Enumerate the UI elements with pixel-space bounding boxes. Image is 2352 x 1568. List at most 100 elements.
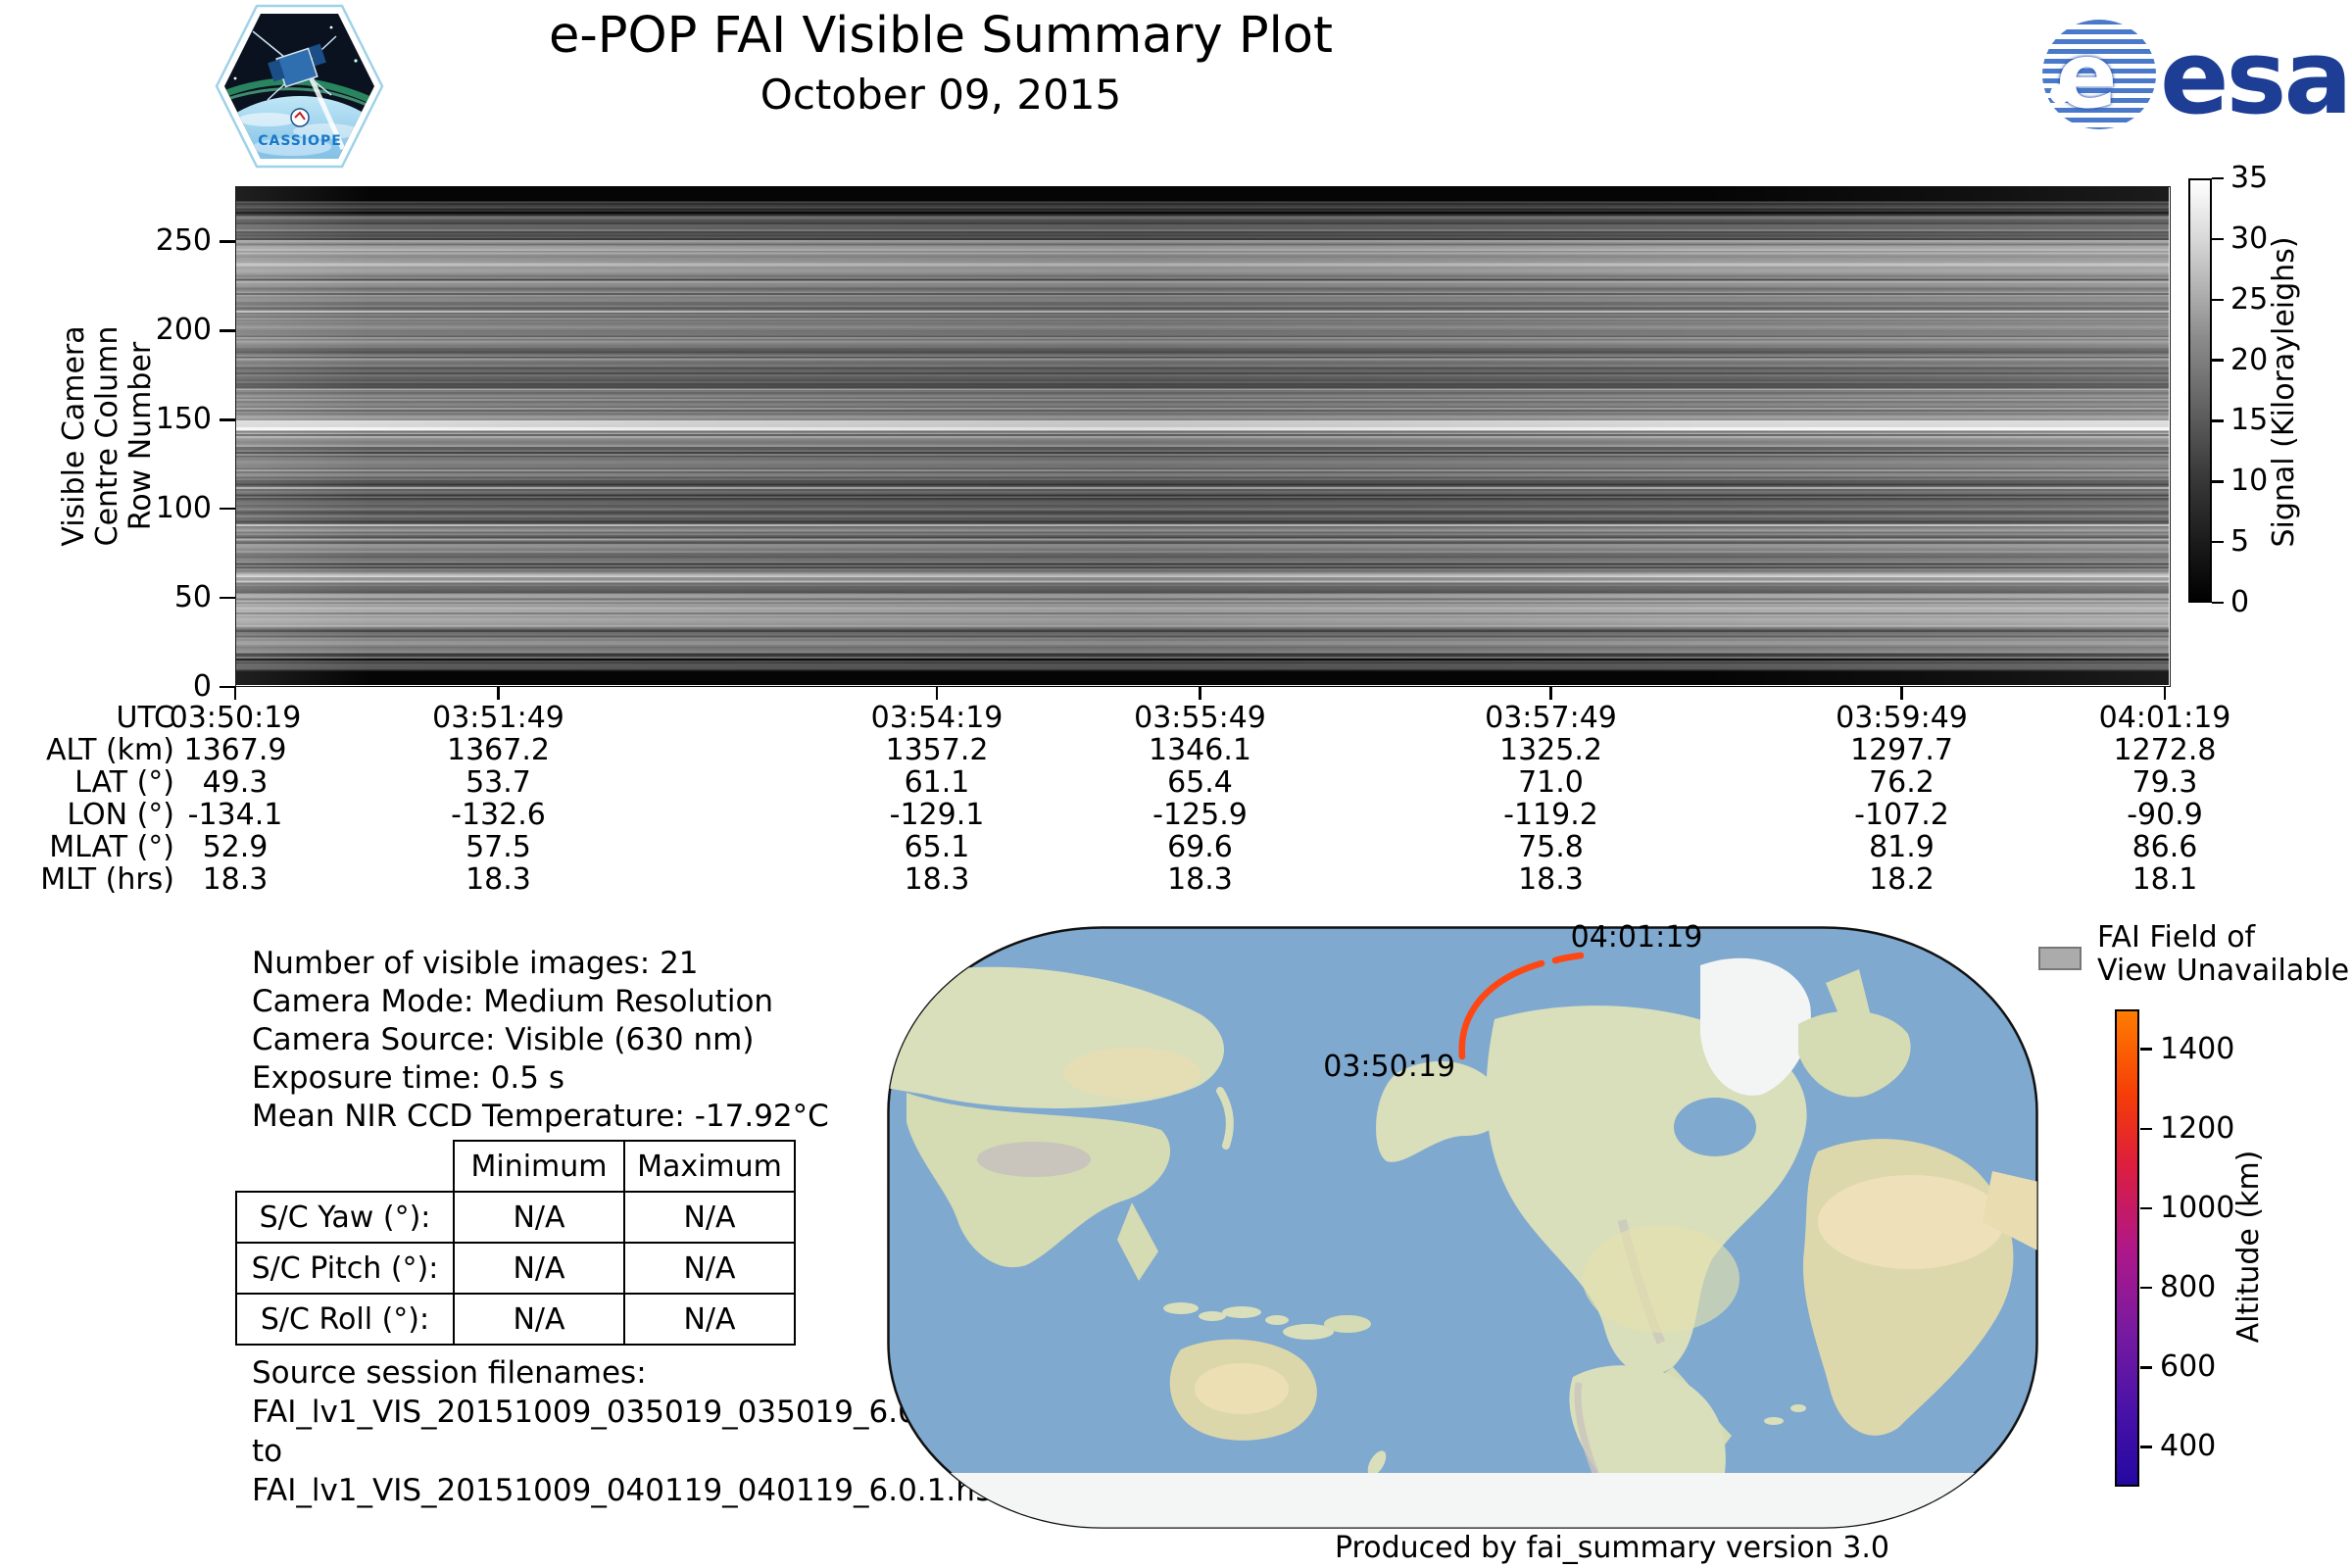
ephemeris-value: 76.2 [1869, 765, 1935, 800]
ephemeris-row-header: LON (°) [67, 798, 174, 832]
signal-colorbar [2188, 178, 2212, 603]
table-row: S/C Yaw (°): N/A N/A [235, 1191, 796, 1244]
page-title: e-POP FAI Visible Summary Plot [548, 7, 1334, 65]
info-line: Camera Mode: Medium Resolution [252, 984, 774, 1019]
source-file-line: FAI_lv1_VIS_20151009_035019_035019_6.0.1… [252, 1395, 995, 1469]
ephemeris-value: 18.2 [1869, 862, 1935, 897]
source-files-heading: Source session filenames: [252, 1355, 647, 1391]
ephemeris-value: 79.3 [2132, 765, 2198, 800]
ephemeris-column: 03:59:49 1297.7 76.2 -107.2 81.9 18.2 [1794, 702, 2010, 896]
y-tick-label: 0 [192, 669, 212, 704]
y-tick-label: 150 [155, 402, 212, 437]
table-row-label: S/C Roll (°): [235, 1293, 455, 1346]
ephemeris-value: 03:50:19 [169, 701, 302, 735]
ephemeris-value: 04:01:19 [2098, 701, 2231, 735]
ephemeris-value: 81.9 [1869, 830, 1935, 864]
ephemeris-value: 1272.8 [2113, 733, 2217, 767]
x-tick-mark [1549, 687, 1552, 700]
table-header-minimum: Minimum [453, 1140, 625, 1193]
ephemeris-value: -119.2 [1503, 798, 1598, 832]
table-row-label: S/C Yaw (°): [235, 1191, 455, 1244]
altitude-colorbar-label: Altitude (km) [2231, 1150, 2266, 1344]
ephemeris-value: 71.0 [1518, 765, 1584, 800]
signal-tick-mark [2212, 419, 2224, 422]
signal-tick-label: 0 [2230, 585, 2250, 619]
ephemeris-value: -107.2 [1854, 798, 1949, 832]
table-row-label: S/C Pitch (°): [235, 1242, 455, 1295]
signal-tick-mark [2212, 480, 2224, 483]
x-tick-mark [2163, 687, 2167, 700]
y-tick-label: 50 [173, 580, 212, 615]
ephemeris-value: 18.3 [1167, 862, 1233, 897]
cassiope-mission-patch-logo: CASSIOPE [215, 4, 384, 169]
ephemeris-value: 49.3 [202, 765, 269, 800]
x-tick-mark [935, 687, 939, 700]
table-min-value: N/A [453, 1293, 625, 1346]
table-min-value: N/A [453, 1191, 625, 1244]
ephemeris-value: -134.1 [187, 798, 283, 832]
esa-wordmark: esa [2160, 18, 2352, 137]
table-max-value: N/A [623, 1293, 796, 1346]
ephemeris-value: 52.9 [202, 830, 269, 864]
ephemeris-row-header: LAT (°) [74, 765, 174, 800]
y-tick-mark [220, 507, 235, 511]
fov-legend-line2: View Unavailable [2097, 954, 2350, 988]
ephemeris-value: 03:59:49 [1836, 701, 1968, 735]
ephemeris-value: 75.8 [1518, 830, 1584, 864]
altitude-tick-label: 800 [2160, 1270, 2217, 1305]
ephemeris-column: 03:50:19 1367.9 49.3 -134.1 52.9 18.3 [127, 702, 343, 896]
signal-tick-label: 20 [2230, 342, 2269, 377]
acquisition-info-block: Number of visible images: 21 Camera Mode:… [252, 945, 997, 1136]
ephemeris-column: 03:57:49 1325.2 71.0 -119.2 75.8 18.3 [1444, 702, 1659, 896]
footer-credit: Produced by fai_summary version 3.0 [1334, 1531, 1889, 1565]
info-line: Number of visible images: 21 [252, 946, 699, 981]
ephemeris-value: 65.1 [904, 830, 970, 864]
altitude-tick-mark [2140, 1446, 2152, 1448]
ephemeris-row-header: MLAT (°) [49, 830, 174, 864]
ephemeris-value: 61.1 [904, 765, 970, 800]
y-tick-mark [220, 596, 235, 600]
keogram-plot [235, 186, 2171, 687]
ephemeris-column: 03:51:49 1367.2 53.7 -132.6 57.5 18.3 [391, 702, 607, 896]
ephemeris-value: 1346.1 [1149, 733, 1251, 767]
ephemeris-value: 18.3 [1518, 862, 1584, 897]
info-line: Exposure time: 0.5 s [252, 1060, 565, 1096]
altitude-tick-mark [2140, 1048, 2152, 1051]
satellite-icon [268, 43, 326, 88]
ephemeris-value: 86.6 [2132, 830, 2198, 864]
ephemeris-value: 1357.2 [885, 733, 989, 767]
keogram-image [236, 187, 2169, 686]
ephemeris-value: -90.9 [2127, 798, 2203, 832]
y-tick-mark [220, 240, 235, 243]
y-tick-mark [220, 418, 235, 421]
track-end-time-label: 04:01:19 [1570, 920, 1703, 955]
table-max-value: N/A [623, 1242, 796, 1295]
fov-legend-line1: FAI Field of [2097, 920, 2256, 955]
ephemeris-value: 69.6 [1167, 830, 1233, 864]
ephemeris-value: 18.3 [466, 862, 531, 897]
info-line: Camera Source: Visible (630 nm) [252, 1022, 755, 1057]
source-file-line: FAI_lv1_VIS_20151009_040119_040119_6.0.1… [252, 1473, 995, 1508]
ephemeris-value: -129.1 [889, 798, 985, 832]
y-tick-label: 200 [155, 313, 212, 348]
ephemeris-value: 18.1 [2132, 862, 2198, 897]
signal-tick-mark [2212, 359, 2224, 362]
altitude-tick-mark [2140, 1127, 2152, 1130]
signal-tick-label: 15 [2230, 403, 2269, 438]
ephemeris-value: 18.3 [202, 862, 269, 897]
table-row: S/C Pitch (°): N/A N/A [235, 1242, 796, 1295]
altitude-tick-mark [2140, 1366, 2152, 1369]
altitude-tick-label: 600 [2160, 1349, 2217, 1385]
altitude-tick-mark [2140, 1286, 2152, 1290]
altitude-tick-label: 1000 [2160, 1190, 2235, 1225]
signal-tick-mark [2212, 237, 2224, 241]
ephemeris-value: 57.5 [466, 830, 531, 864]
track-start-time-label: 03:50:19 [1323, 1050, 1455, 1084]
source-files-block: Source session filenames: FAI_lv1_VIS_201… [252, 1353, 1016, 1510]
page-subtitle: October 09, 2015 [760, 71, 1122, 119]
y-axis-label-line: Row Number [123, 341, 158, 531]
ephemeris-value: 1325.2 [1499, 733, 1602, 767]
ephemeris-value: 1297.7 [1850, 733, 1953, 767]
x-tick-mark [497, 687, 500, 700]
